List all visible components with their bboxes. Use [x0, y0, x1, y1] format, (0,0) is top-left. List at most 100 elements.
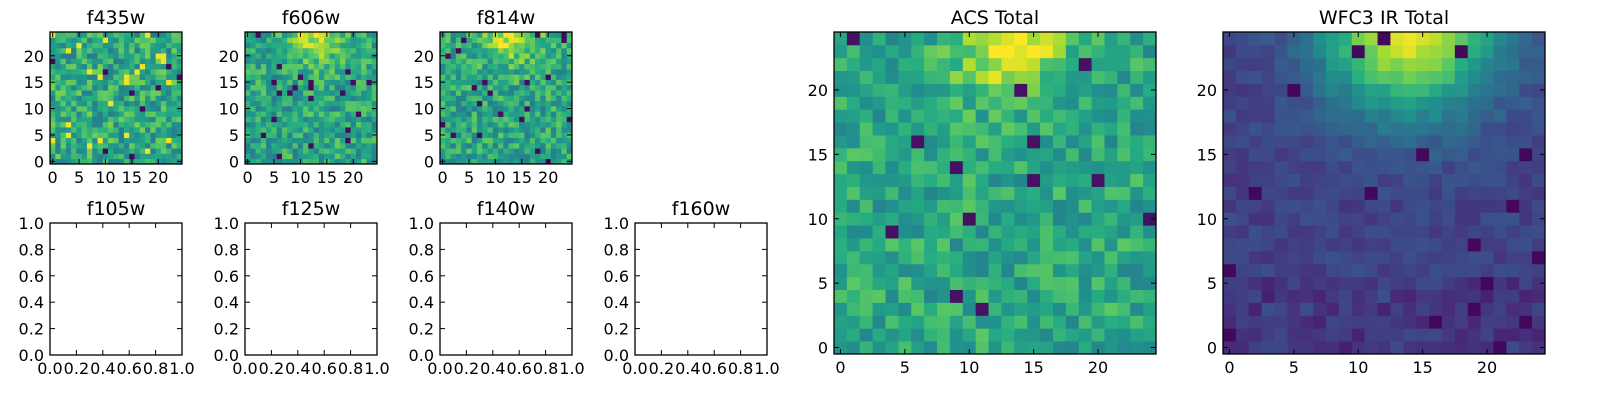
- heatmap-cell: [498, 153, 504, 160]
- heatmap-cell: [1519, 135, 1533, 149]
- heatmap-cell: [334, 90, 341, 96]
- heatmap-cell: [545, 153, 552, 160]
- heatmap-cell: [155, 79, 162, 86]
- heatmap-cell: [1532, 276, 1546, 290]
- heatmap-cell: [108, 95, 114, 102]
- heatmap-cell: [318, 121, 325, 128]
- heatmap-cell: [340, 132, 346, 138]
- heatmap-cell: [1416, 212, 1430, 226]
- heatmap-cell: [924, 341, 938, 355]
- heatmap-cell: [937, 186, 951, 200]
- heatmap-cell: [1377, 70, 1391, 84]
- heatmap-cell: [566, 111, 573, 117]
- heatmap-cell: [123, 63, 130, 70]
- heatmap-cell: [145, 47, 151, 54]
- heatmap-cell: [508, 63, 515, 70]
- heatmap-cell: [519, 111, 525, 117]
- heatmap-cell: [529, 63, 536, 70]
- heatmap-cell: [366, 90, 373, 96]
- heatmap-cell: [118, 90, 125, 96]
- heatmap-cell: [76, 116, 83, 123]
- heatmap-cell: [108, 37, 114, 43]
- heatmap-cell: [1429, 250, 1443, 265]
- heatmap-cell: [440, 37, 446, 43]
- heatmap-cell: [508, 90, 515, 96]
- heatmap-cell: [108, 121, 114, 128]
- heatmap-cell: [1480, 96, 1494, 110]
- heatmap-cell: [371, 95, 378, 102]
- heatmap-cell: [355, 37, 362, 43]
- heatmap-cell: [1261, 147, 1275, 162]
- heatmap-cell: [303, 153, 309, 160]
- heatmap-cell: [1441, 250, 1456, 265]
- heatmap-cell: [1519, 276, 1533, 290]
- heatmap-cell: [450, 84, 457, 91]
- heatmap-cell: [1274, 341, 1288, 355]
- heatmap-cell: [1130, 238, 1144, 252]
- heatmap-cell: [129, 153, 135, 160]
- heatmap-cell: [361, 158, 367, 165]
- heatmap-cell: [561, 142, 568, 149]
- heatmap-cell: [1287, 328, 1301, 342]
- heatmap-cell: [1001, 135, 1015, 149]
- heatmap-cell: [1351, 212, 1366, 226]
- heatmap-cell: [1117, 122, 1131, 136]
- heatmap-cell: [529, 148, 536, 154]
- heatmap-cell: [366, 137, 373, 144]
- heatmap-cell: [540, 79, 546, 86]
- heatmap-cell: [71, 42, 77, 49]
- heatmap-cell: [872, 109, 886, 123]
- heatmap-cell: [455, 37, 462, 43]
- heatmap-cell: [455, 84, 462, 91]
- heatmap-cell: [102, 79, 109, 86]
- heatmap-cell: [155, 111, 162, 117]
- heatmap-cell: [92, 84, 98, 91]
- heatmap-cell: [1416, 263, 1430, 278]
- heatmap-cell: [134, 127, 141, 133]
- heatmap-cell: [55, 127, 61, 133]
- heatmap-cell: [334, 95, 341, 102]
- heatmap-cell: [846, 302, 861, 316]
- heatmap-cell: [911, 122, 925, 136]
- heatmap-cell: [71, 68, 77, 75]
- heatmap-cell: [924, 199, 938, 213]
- heatmap-cell: [1248, 250, 1263, 265]
- heatmap-cell: [566, 74, 573, 80]
- heatmap-cell: [498, 84, 504, 91]
- heatmap-cell: [1052, 238, 1067, 252]
- y-tick-label: 0.8: [214, 240, 239, 259]
- heatmap-cell: [1480, 186, 1494, 200]
- heatmap-cell: [524, 148, 531, 154]
- heatmap-cell: [355, 68, 362, 75]
- heatmap-cell: [508, 47, 515, 54]
- heatmap-cell: [1377, 341, 1391, 355]
- heatmap-cell: [361, 121, 367, 128]
- heatmap-cell: [450, 116, 457, 123]
- heatmap-cell: [171, 105, 178, 112]
- heatmap-cell: [924, 96, 938, 110]
- heatmap-cell: [303, 100, 309, 107]
- y-tick-label: 5: [229, 126, 239, 145]
- heatmap-cell: [166, 68, 172, 75]
- heatmap-cell: [962, 173, 977, 187]
- heatmap-cell: [482, 105, 488, 112]
- heatmap-cell: [440, 127, 446, 133]
- heatmap-cell: [60, 74, 67, 80]
- panel-title: f140w: [477, 198, 536, 220]
- heatmap-cell: [1351, 302, 1366, 316]
- heatmap-cell: [345, 58, 351, 65]
- heatmap-cell: [508, 95, 515, 102]
- heatmap-cell: [1506, 70, 1520, 84]
- heatmap-cell: [898, 199, 912, 213]
- heatmap-cell: [60, 79, 67, 86]
- heatmap-cell: [524, 116, 531, 123]
- heatmap-cell: [60, 63, 67, 70]
- heatmap-cell: [466, 116, 473, 123]
- heatmap-cell: [872, 96, 886, 110]
- heatmap-cell: [150, 100, 156, 107]
- heatmap-cell: [1351, 147, 1366, 162]
- heatmap-cell: [134, 42, 141, 49]
- heatmap-cell: [513, 63, 520, 70]
- heatmap-cell: [1223, 315, 1237, 329]
- heatmap-cell: [519, 58, 525, 65]
